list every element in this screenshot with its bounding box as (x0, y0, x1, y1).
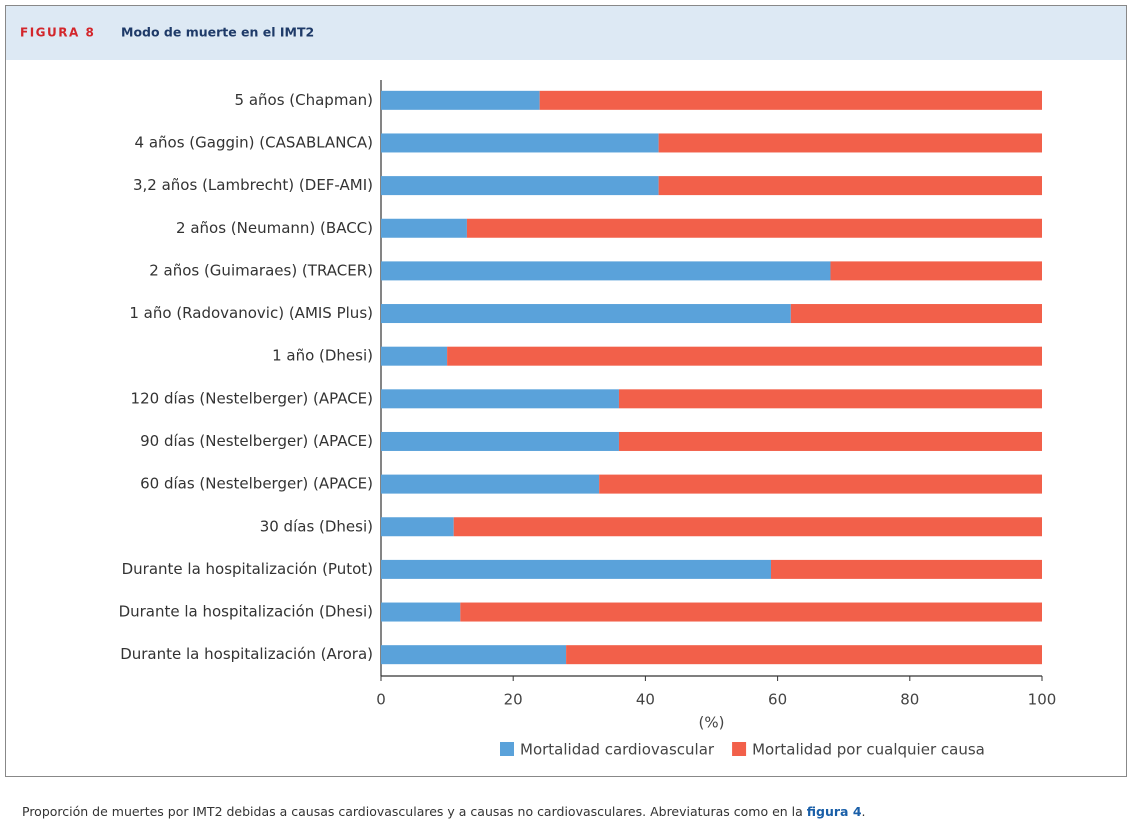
bar-segment (381, 133, 659, 153)
y-tick-label: 90 días (Nestelberger) (APACE) (140, 432, 373, 450)
figure-border (5, 5, 1127, 777)
bar-segment (618, 431, 1042, 451)
bar-segment (539, 90, 1042, 110)
y-tick-label: 2 años (Guimaraes) (TRACER) (149, 261, 373, 279)
bar-segment (381, 517, 454, 537)
bar-segment (381, 431, 619, 451)
y-tick-label: 30 días (Dhesi) (260, 517, 373, 535)
bar-segment (658, 176, 1042, 196)
y-tick-label: 1 año (Radovanovic) (AMIS Plus) (129, 304, 373, 322)
header-band (5, 5, 1127, 60)
bar-segment (830, 261, 1042, 281)
x-tick-label: 60 (768, 691, 787, 709)
bar-segment (381, 90, 540, 110)
legend-swatch (732, 742, 747, 756)
bar-segment (381, 176, 659, 196)
bar-segment (770, 559, 1042, 579)
bar-segment (381, 218, 467, 238)
y-tick-label: 5 años (Chapman) (235, 91, 373, 109)
x-tick-label: 40 (636, 691, 655, 709)
y-tick-label: Durante la hospitalización (Putot) (122, 560, 373, 578)
bar-segment (453, 517, 1043, 537)
y-tick-label: 3,2 años (Lambrecht) (DEF-AMI) (133, 176, 373, 194)
y-tick-label: 4 años (Gaggin) (CASABLANCA) (135, 133, 373, 151)
legend-label: Mortalidad cardiovascular (520, 741, 715, 759)
bar-segment (381, 602, 461, 622)
bar-segment (447, 346, 1043, 366)
bar-segment (466, 218, 1042, 238)
x-tick-label: 80 (900, 691, 919, 709)
bar-segment (790, 304, 1042, 324)
caption-link[interactable]: figura 4 (807, 804, 862, 819)
bar-segment (381, 559, 771, 579)
y-tick-label: 120 días (Nestelberger) (APACE) (131, 389, 373, 407)
legend-swatch (500, 742, 514, 756)
bar-segment (381, 261, 831, 281)
bar-segment (460, 602, 1042, 622)
figure-title: Modo de muerte en el IMT2 (121, 25, 314, 40)
caption-text: . (862, 804, 866, 819)
caption-text: Proporción de muertes por IMT2 debidas a… (22, 804, 807, 819)
figure-label: FIGURA 8 (20, 26, 95, 40)
bar-segment (599, 474, 1042, 494)
bar-segment (658, 133, 1042, 153)
x-axis-label: (%) (699, 714, 725, 732)
caption: Proporción de muertes por IMT2 debidas a… (22, 804, 866, 819)
bar-segment (381, 645, 567, 665)
bar-segment (566, 645, 1042, 665)
y-tick-label: 1 año (Dhesi) (272, 347, 373, 365)
bar-segment (381, 304, 791, 324)
y-tick-label: Durante la hospitalización (Arora) (120, 645, 373, 663)
y-tick-label: 2 años (Neumann) (BACC) (176, 219, 373, 237)
x-tick-label: 20 (504, 691, 523, 709)
bar-segment (381, 389, 619, 409)
x-tick-label: 0 (376, 691, 386, 709)
bar-segment (618, 389, 1042, 409)
x-tick-label: 100 (1028, 691, 1057, 709)
bar-segment (381, 346, 448, 366)
y-tick-label: 60 días (Nestelberger) (APACE) (140, 475, 373, 493)
y-tick-label: Durante la hospitalización (Dhesi) (119, 603, 373, 621)
bar-segment (381, 474, 600, 494)
legend-label: Mortalidad por cualquier causa (752, 741, 985, 759)
